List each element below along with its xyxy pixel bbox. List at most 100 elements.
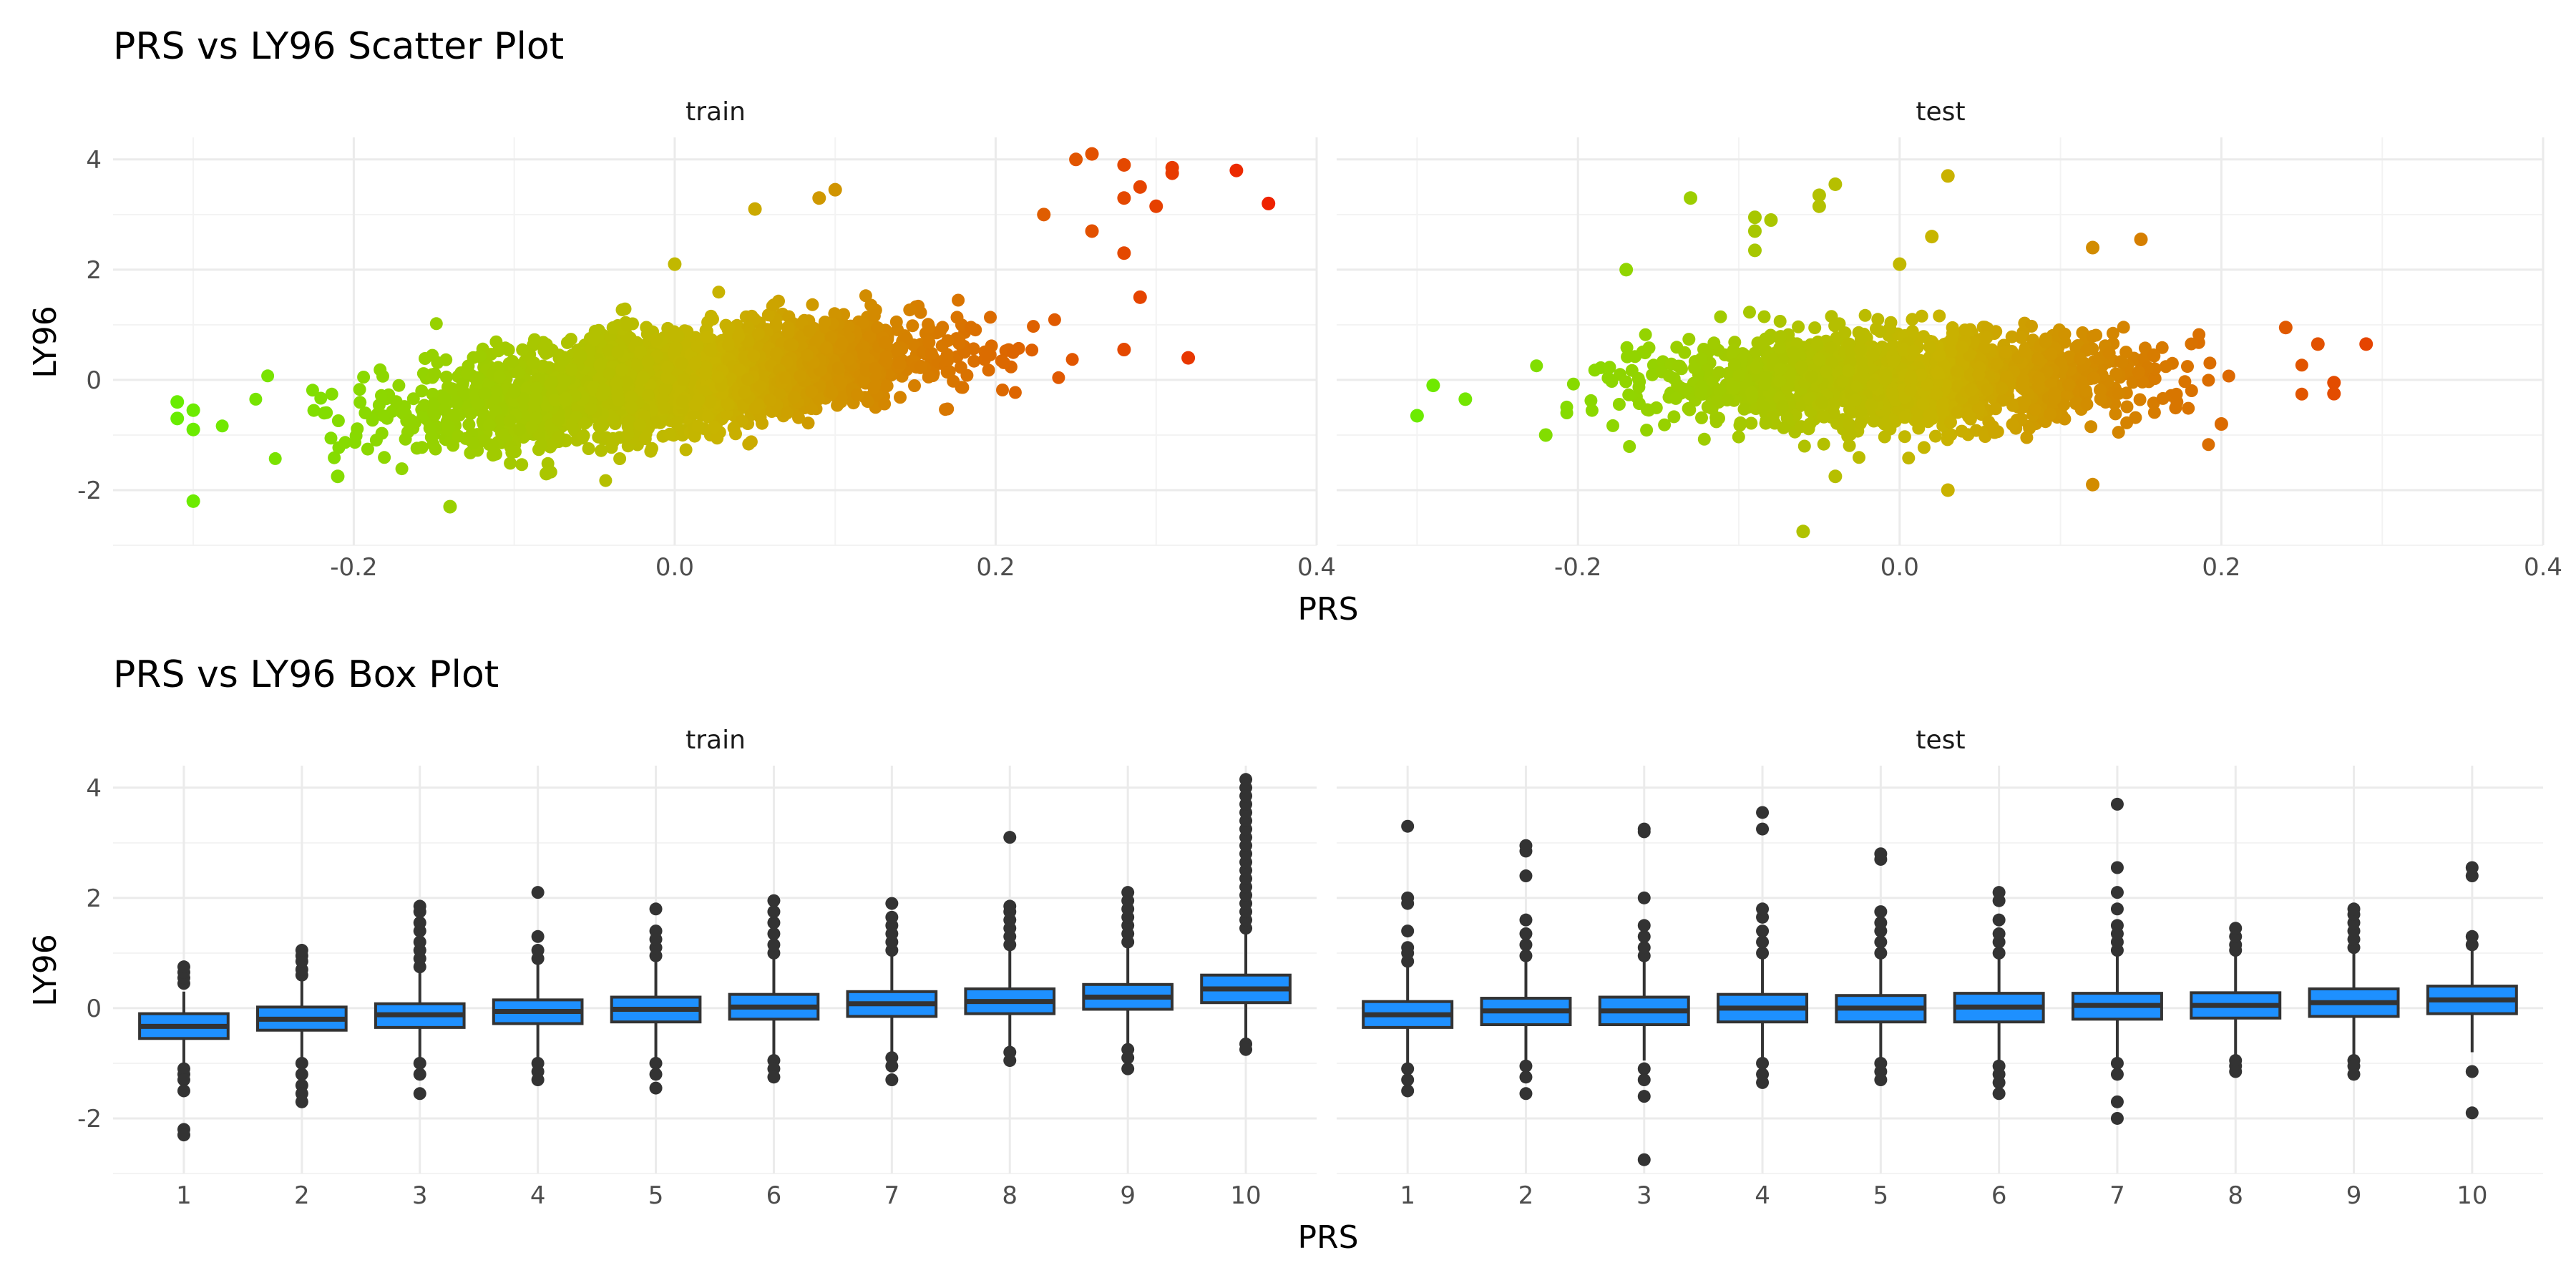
data-point bbox=[261, 369, 275, 383]
outlier-point bbox=[413, 916, 426, 930]
data-point bbox=[552, 413, 565, 426]
data-point bbox=[1917, 330, 1931, 343]
data-point bbox=[1879, 372, 1893, 386]
data-point bbox=[1858, 308, 1872, 322]
data-point bbox=[460, 366, 474, 380]
data-point bbox=[170, 395, 185, 409]
data-point bbox=[1585, 404, 1599, 417]
data-point bbox=[1951, 365, 1964, 378]
data-point bbox=[941, 334, 955, 348]
data-point bbox=[1612, 398, 1626, 411]
data-point bbox=[1117, 246, 1131, 260]
data-point bbox=[331, 469, 345, 484]
data-point bbox=[742, 437, 756, 451]
data-point bbox=[2006, 399, 2019, 412]
data-point bbox=[922, 321, 935, 334]
data-point bbox=[1777, 421, 1790, 434]
y-tick-label: 2 bbox=[86, 256, 102, 285]
data-point bbox=[1792, 320, 1805, 333]
data-point bbox=[357, 371, 371, 384]
data-point bbox=[613, 452, 627, 465]
data-point bbox=[2327, 386, 2341, 401]
data-point bbox=[1824, 341, 1838, 355]
data-point bbox=[375, 426, 389, 440]
data-point bbox=[763, 394, 777, 406]
data-point bbox=[1678, 346, 1692, 359]
data-point bbox=[801, 416, 815, 430]
data-point bbox=[2109, 367, 2123, 381]
data-point bbox=[1560, 406, 1574, 419]
data-point bbox=[1697, 432, 1711, 446]
data-point bbox=[1732, 430, 1745, 444]
data-point bbox=[2018, 345, 2031, 358]
y-tick-label: 0 bbox=[86, 366, 102, 395]
data-point bbox=[540, 338, 553, 351]
x-tick-label: 3 bbox=[412, 1181, 428, 1210]
data-point bbox=[505, 446, 519, 459]
data-point bbox=[851, 388, 864, 401]
data-point bbox=[1566, 377, 1580, 391]
data-point bbox=[307, 404, 321, 417]
data-point bbox=[1530, 359, 1543, 373]
x-tick-label: 6 bbox=[766, 1181, 782, 1210]
data-point bbox=[578, 416, 591, 430]
data-point bbox=[1864, 398, 1878, 411]
data-point bbox=[1933, 348, 1946, 362]
data-point bbox=[711, 370, 725, 384]
data-point bbox=[469, 372, 483, 386]
data-point bbox=[2106, 326, 2119, 340]
data-point bbox=[186, 403, 200, 417]
data-point bbox=[1941, 483, 1955, 497]
data-point bbox=[2159, 360, 2172, 374]
outlier-point bbox=[649, 1081, 663, 1095]
data-point bbox=[1707, 336, 1721, 350]
data-point bbox=[1603, 361, 1616, 374]
data-point bbox=[767, 298, 781, 312]
data-point bbox=[2032, 371, 2046, 385]
data-point bbox=[1774, 362, 1787, 376]
outlier-point bbox=[767, 905, 781, 919]
data-point bbox=[1893, 257, 1907, 271]
data-point bbox=[1620, 341, 1634, 354]
data-point bbox=[1640, 424, 1654, 437]
data-point bbox=[1944, 416, 1957, 429]
data-point bbox=[1945, 333, 1958, 346]
data-point bbox=[1915, 309, 1928, 323]
data-point bbox=[268, 452, 282, 465]
x-tick-label: 7 bbox=[884, 1181, 900, 1210]
data-point bbox=[661, 361, 675, 374]
data-point bbox=[506, 355, 519, 368]
data-point bbox=[2102, 346, 2116, 360]
data-point bbox=[478, 386, 492, 400]
data-point bbox=[625, 390, 638, 404]
data-point bbox=[658, 401, 671, 414]
data-point bbox=[1747, 224, 1762, 238]
data-point bbox=[1262, 196, 1276, 210]
data-point bbox=[1658, 418, 1672, 431]
outlier-point bbox=[649, 1068, 663, 1081]
data-point bbox=[940, 366, 954, 379]
data-point bbox=[1757, 310, 1771, 323]
data-point bbox=[439, 370, 453, 384]
data-point bbox=[1852, 326, 1865, 339]
data-point bbox=[473, 349, 487, 363]
data-point bbox=[2214, 417, 2228, 431]
data-point bbox=[2058, 327, 2072, 341]
data-point bbox=[2039, 335, 2052, 348]
data-point bbox=[530, 411, 543, 425]
data-point bbox=[375, 389, 388, 402]
data-point bbox=[574, 349, 587, 363]
data-point bbox=[2169, 401, 2182, 415]
data-point bbox=[611, 346, 625, 358]
data-point bbox=[2222, 369, 2235, 383]
outlier-point bbox=[767, 916, 781, 930]
data-point bbox=[565, 363, 578, 376]
data-point bbox=[660, 371, 673, 384]
data-point bbox=[2327, 376, 2341, 390]
data-point bbox=[348, 436, 361, 449]
data-point bbox=[1720, 394, 1734, 407]
data-point bbox=[1867, 414, 1880, 428]
data-point bbox=[1052, 371, 1065, 384]
data-point bbox=[668, 257, 682, 271]
data-point bbox=[1747, 210, 1762, 225]
